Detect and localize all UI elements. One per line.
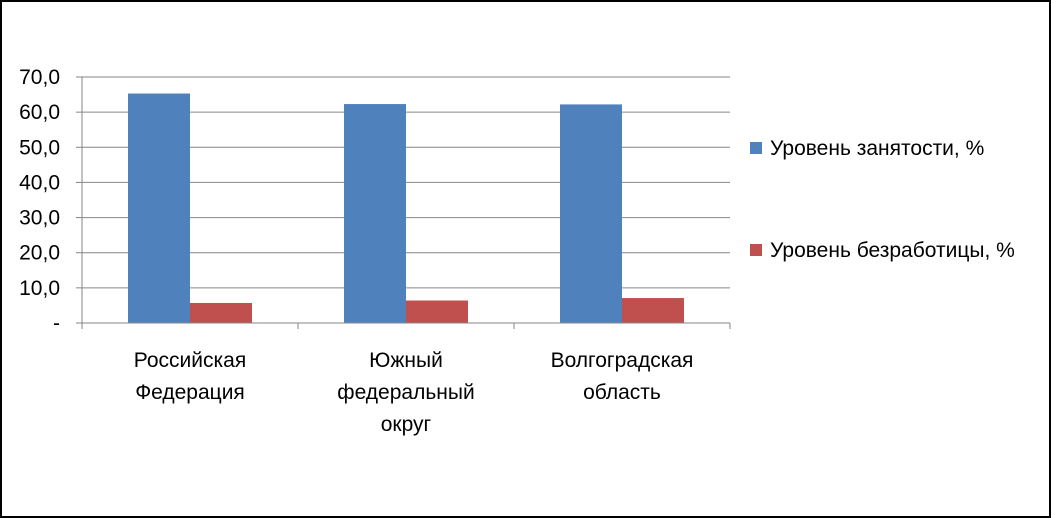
legend-swatch (750, 142, 762, 154)
bar-unemployment (406, 300, 468, 323)
legend-label: Уровень занятости, % (770, 137, 984, 160)
bar-employment (128, 93, 190, 323)
bar-employment (560, 104, 622, 323)
bar-unemployment (190, 302, 252, 323)
category-label: область (583, 381, 661, 404)
category-label: федеральный (337, 381, 474, 404)
y-tick-label: - (53, 312, 60, 335)
y-tick-label: 70,0 (19, 66, 60, 89)
legend: Уровень занятости, % Уровень безработицы,… (750, 137, 1015, 262)
y-tick-label: 10,0 (19, 277, 60, 300)
bar-unemployment (622, 298, 684, 323)
legend-label: Уровень безработицы, % (770, 239, 1015, 262)
y-tick-label: 50,0 (19, 136, 60, 159)
category-label: Российская (134, 349, 246, 372)
bar-employment (344, 104, 406, 323)
category-label: Южный (369, 349, 443, 372)
category-label: Федерация (135, 381, 245, 404)
y-tick-label: 60,0 (19, 101, 60, 124)
y-axis-ticks: - 10,0 20,0 30,0 40,0 50,0 60,0 70,0 (19, 66, 82, 335)
category-label: Волгоградская (551, 349, 694, 372)
x-axis-categories: Российская Федерация Южный федеральный округ… (134, 349, 694, 436)
y-tick-label: 40,0 (19, 171, 60, 194)
legend-swatch (750, 244, 762, 256)
y-tick-label: 30,0 (19, 207, 60, 230)
y-tick-label: 20,0 (19, 242, 60, 265)
bars (128, 93, 684, 323)
axes (81, 77, 731, 329)
category-label: округ (381, 413, 432, 436)
